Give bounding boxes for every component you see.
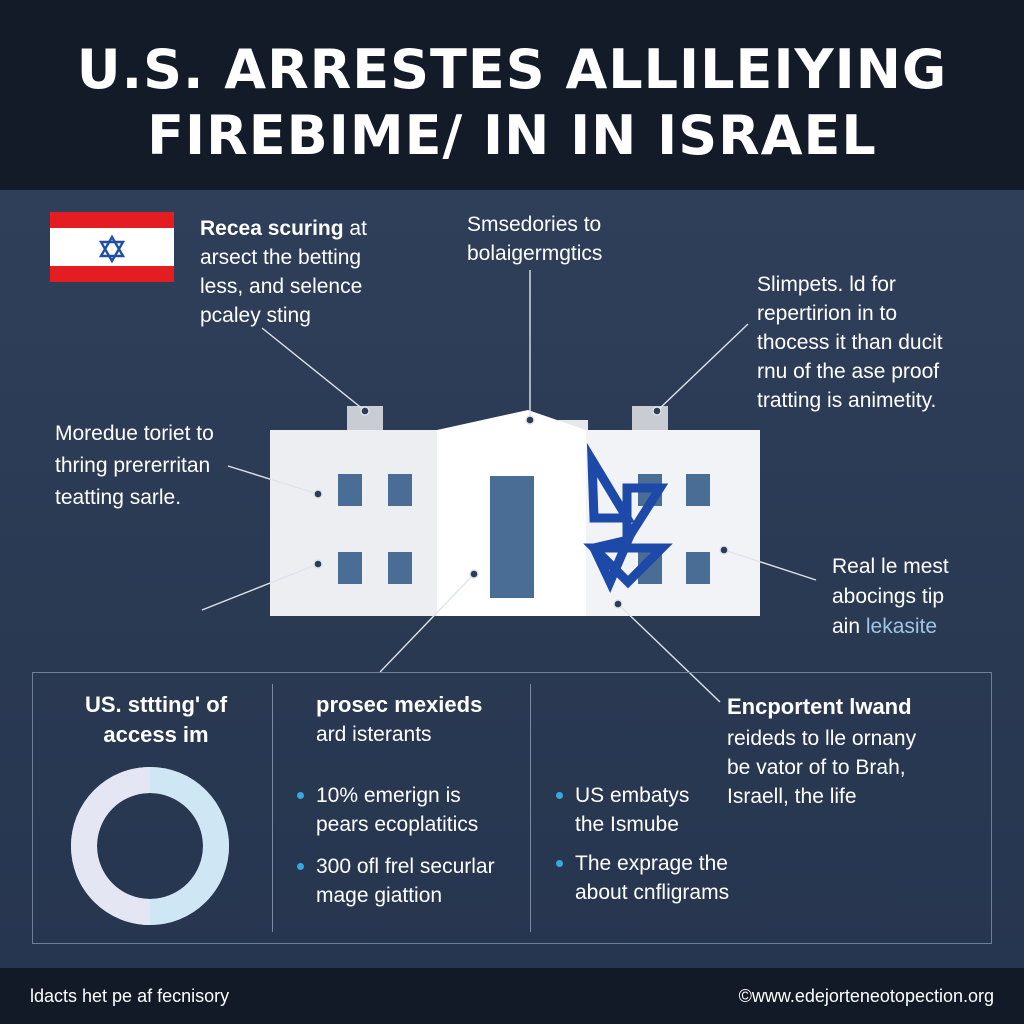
- col2-bullet-1: 10% emerign is pears ecoplatitics: [316, 781, 478, 839]
- panel-divider: [530, 684, 531, 932]
- col4-text: reideds to lle ornany be vator of to Bra…: [727, 724, 916, 811]
- col3-bullet-1-line: US embatys: [575, 784, 690, 807]
- col3-bullet-1-line: the Ismube: [575, 813, 679, 836]
- callout-mid-right-accent: lekasite: [865, 615, 938, 638]
- col3-bullet-1: US embatys the Ismube: [575, 781, 689, 839]
- col2-subheading: ard isterants: [316, 723, 432, 746]
- callout-mid-right-line: ain: [832, 615, 866, 638]
- star-of-david-icon: [98, 234, 126, 264]
- col2-bullet-2-line: mage giattion: [316, 884, 443, 907]
- panel-divider: [272, 684, 273, 932]
- col2-bullet-1-line: pears ecoplatitics: [316, 813, 479, 836]
- callout-mid-right-line: Real le mest: [832, 555, 949, 578]
- col4-line: reideds to lle ornany: [727, 727, 917, 750]
- col3-bullet-2: The exprage the about cnfligrams: [575, 849, 729, 907]
- donut-segment-right: [149, 767, 229, 925]
- callout-mid-left: Moredue toriet to thring prererritan tea…: [55, 418, 214, 514]
- title-line-2: FIREBIME/ IN IN ISRAEL: [147, 104, 877, 167]
- footer-website-link[interactable]: ©www.edejorteneotopection.org: [738, 986, 994, 1006]
- callout-top-right: Slimpets. ld for repertirion in to thoce…: [757, 270, 943, 415]
- bullet-dot: [297, 863, 304, 870]
- bullet-dot: [297, 792, 304, 799]
- col4-line: be vator of to Brah,: [727, 756, 906, 779]
- callout-top-left: Recea scuring at arsect the betting less…: [200, 214, 367, 330]
- footer-bar: [0, 968, 1024, 1024]
- bullet-dot: [556, 860, 563, 867]
- callout-mid-right: Real le mest abocings tip ain lekasite: [832, 552, 949, 642]
- callout-mid-left-line: thring prererritan: [55, 454, 211, 477]
- col2-heading: prosec mexieds: [316, 692, 483, 717]
- callout-top-left-line: less, and selence: [200, 275, 363, 298]
- callout-top-center: Smsedories to bolaigermgtics: [467, 210, 602, 268]
- callout-top-right-line: repertirion in to: [757, 302, 898, 325]
- callout-top-left-bold: Recea scuring: [200, 217, 344, 240]
- callout-top-left-rest: at: [343, 217, 367, 240]
- callout-mid-right-line: abocings tip: [832, 585, 945, 608]
- col1-heading-line: US. sttting' of: [84, 692, 228, 717]
- footer-caption: ldacts het pe af fecnisory: [30, 986, 230, 1006]
- star-of-david-emblem-icon: [583, 442, 673, 593]
- col4-heading: Encportent lwand: [727, 694, 912, 719]
- col3-bullet-2-line: The exprage the: [575, 852, 728, 875]
- leader-lines: [201, 270, 817, 703]
- col2-bullet-2: 300 ofl frel securlar mage giattion: [316, 852, 495, 910]
- bullet-dot: [556, 792, 563, 799]
- callout-top-right-line: tratting is animetity.: [757, 389, 937, 412]
- callout-top-right-line: thocess it than ducit: [757, 331, 943, 354]
- donut-chart-icon: [71, 767, 229, 925]
- col3-bullet-2-line: about cnfligrams: [575, 881, 730, 904]
- building-windows: [338, 474, 710, 584]
- stats-panel: [32, 672, 992, 944]
- title-line-1: U.S. ARRESTES ALLILEIYING: [76, 38, 948, 101]
- col2-bullet-1-line: 10% emerign is: [316, 784, 461, 807]
- building-door: [490, 476, 534, 598]
- col1-heading-line: access im: [103, 722, 209, 747]
- callout-top-right-line: Slimpets. ld for: [757, 273, 896, 296]
- callout-top-center-line: Smsedories to: [467, 213, 602, 236]
- col4-line: Israell, the life: [727, 785, 857, 808]
- callout-top-center-line: bolaigermgtics: [467, 242, 603, 265]
- header-bar: [0, 0, 1024, 190]
- callout-top-left-line: arsect the betting: [200, 246, 362, 269]
- col1-heading: US. sttting' of access im: [66, 690, 246, 750]
- callout-top-right-line: rnu of the ase proof: [757, 360, 940, 383]
- callout-mid-left-line: teatting sarle.: [55, 486, 182, 509]
- callout-mid-left-line: Moredue toriet to: [55, 422, 214, 445]
- israel-flag: [50, 212, 174, 282]
- leader-dots: [313, 406, 729, 609]
- col2-bullet-2-line: 300 ofl frel securlar: [316, 855, 495, 878]
- roof-block-right: [632, 406, 668, 430]
- callout-top-left-line: pcaley sting: [200, 304, 311, 327]
